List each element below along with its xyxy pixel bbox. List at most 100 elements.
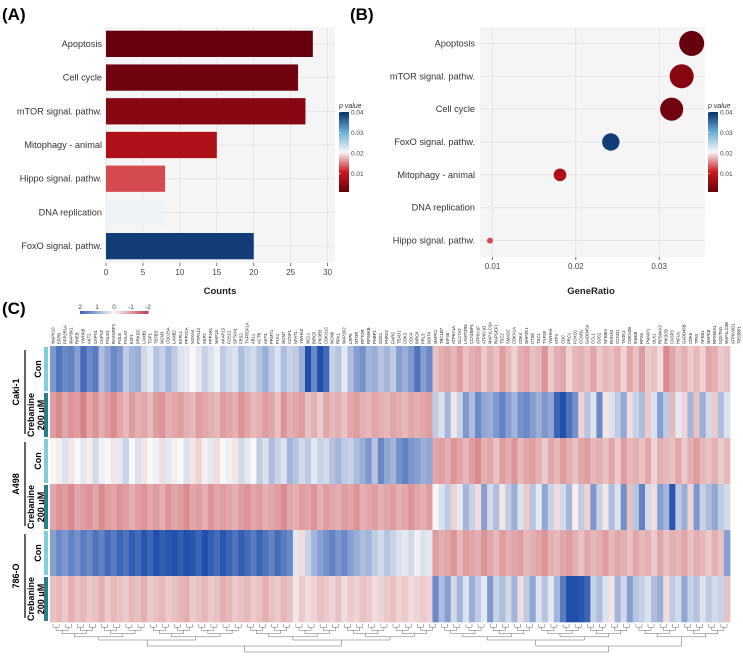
heatmap-cell: [414, 346, 421, 393]
heatmap-cell: [353, 438, 360, 485]
row-label-line: Con: [33, 360, 43, 378]
heatmap-cell: [171, 438, 178, 485]
gene-label: CCL1: [591, 333, 596, 344]
heatmap-cell: [68, 392, 75, 439]
heatmap-cell: [626, 346, 634, 393]
heatmap-cell: [226, 576, 233, 623]
heatmap-cell: [128, 484, 136, 531]
gene-label: RPS6KA1: [712, 324, 717, 344]
heatmap-cell: [220, 346, 227, 393]
heatmap-cell: [50, 530, 57, 577]
heatmap-cell: [566, 484, 573, 531]
heatmap-cell: [141, 576, 148, 623]
heatmap-cell: [98, 392, 105, 439]
scale-swatch: [88, 311, 91, 314]
heatmap-cell: [450, 576, 458, 623]
heatmap-cell: [305, 576, 312, 623]
heatmap-cell: [305, 484, 312, 531]
heatmap-cell: [657, 346, 664, 393]
heatmap-cell: [456, 484, 464, 531]
scale-swatch: [92, 311, 95, 314]
heatmap-cell: [602, 438, 609, 485]
heatmap-cell: [632, 346, 640, 393]
heatmap-cell: [602, 484, 609, 531]
dendrogram-branch: [562, 624, 570, 628]
heatmap-cell: [86, 484, 93, 531]
heatmap-cell: [499, 392, 506, 439]
dendrogram-branch: [468, 627, 482, 631]
gene-label: GADD45A: [585, 324, 590, 344]
heatmap-cell: [456, 576, 464, 623]
dendrogram-branch: [502, 624, 509, 628]
heatmap-cell: [177, 576, 184, 623]
heatmap-cell: [651, 484, 658, 531]
gene-label: FRS2: [238, 333, 243, 344]
heatmap-cell: [298, 346, 306, 393]
heatmap-cell: [250, 438, 257, 485]
heatmap-cell: [244, 576, 251, 623]
heatmap-cell: [675, 392, 682, 439]
heatmap-cell: [86, 576, 93, 623]
heatmap-cell: [147, 392, 154, 439]
heatmap-cell: [153, 438, 160, 485]
dendrogram-branch: [332, 624, 339, 628]
heatmap-cell: [68, 530, 75, 577]
heatmap-cell: [122, 392, 130, 439]
heatmap-cell: [541, 438, 549, 485]
heatmap-cell: [213, 484, 221, 531]
heatmap-cell: [347, 530, 354, 577]
heatmap-cell: [620, 484, 628, 531]
dendrogram-branch: [684, 624, 691, 628]
heatmap-cell: [717, 392, 725, 439]
dendrogram-branch: [295, 624, 303, 628]
heatmap-color-scale: 2 1 0 -1 -2: [78, 304, 151, 314]
heatmap-cell: [626, 576, 634, 623]
dendrogram-branch: [225, 627, 239, 631]
heatmap-cell: [711, 346, 719, 393]
heatmap-cell: [541, 530, 549, 577]
heatmap-cell: [280, 438, 288, 485]
dendrogram-branch: [353, 630, 379, 634]
dendrogram-branch: [162, 624, 169, 628]
heatmap-cell: [572, 576, 579, 623]
scale-swatch: [144, 311, 147, 314]
heatmap-cell: [311, 576, 318, 623]
heatmap-cell: [414, 484, 421, 531]
heatmap-cell: [286, 484, 294, 531]
dendrogram-branch: [656, 633, 706, 638]
dendrogram-branch: [89, 624, 96, 628]
heatmap-cell: [256, 484, 263, 531]
heatmap-cell: [426, 576, 433, 623]
heatmap-cell: [250, 530, 257, 577]
heatmap-cell: [450, 530, 458, 577]
heatmap-cell: [487, 392, 494, 439]
heatmap-cell: [250, 576, 257, 623]
heatmap-cell: [268, 346, 275, 393]
heatmap-cell: [590, 530, 597, 577]
heatmap-cell: [614, 392, 622, 439]
gene-label: SMAD2: [506, 329, 511, 344]
heatmap-cell: [104, 346, 112, 393]
heatmap-cell: [687, 392, 694, 439]
heatmap-cell: [220, 576, 227, 623]
dendrogram-branch: [152, 627, 166, 631]
heatmap-cell: [566, 392, 573, 439]
heatmap-cell: [159, 438, 166, 485]
gene-label: PRKDC: [135, 329, 140, 344]
row-label-line: Con: [33, 544, 43, 562]
heatmap-cell: [651, 530, 658, 577]
heatmap-cell: [657, 438, 664, 485]
heatmap-cell: [426, 530, 433, 577]
scale-swatch: [124, 311, 127, 314]
heatmap-cell: [377, 438, 385, 485]
dendrogram-branch: [638, 627, 652, 631]
dendrogram-branch: [492, 627, 506, 631]
heatmap-cell: [620, 530, 628, 577]
gene-label: TP53: [694, 333, 699, 344]
heatmap-cell: [596, 576, 603, 623]
heatmap-cell: [74, 438, 81, 485]
heatmap-cell: [201, 392, 209, 439]
row-label: Crebanine200 μM: [26, 393, 46, 437]
heatmap-cell: [371, 576, 379, 623]
scale-swatch: [94, 311, 97, 314]
